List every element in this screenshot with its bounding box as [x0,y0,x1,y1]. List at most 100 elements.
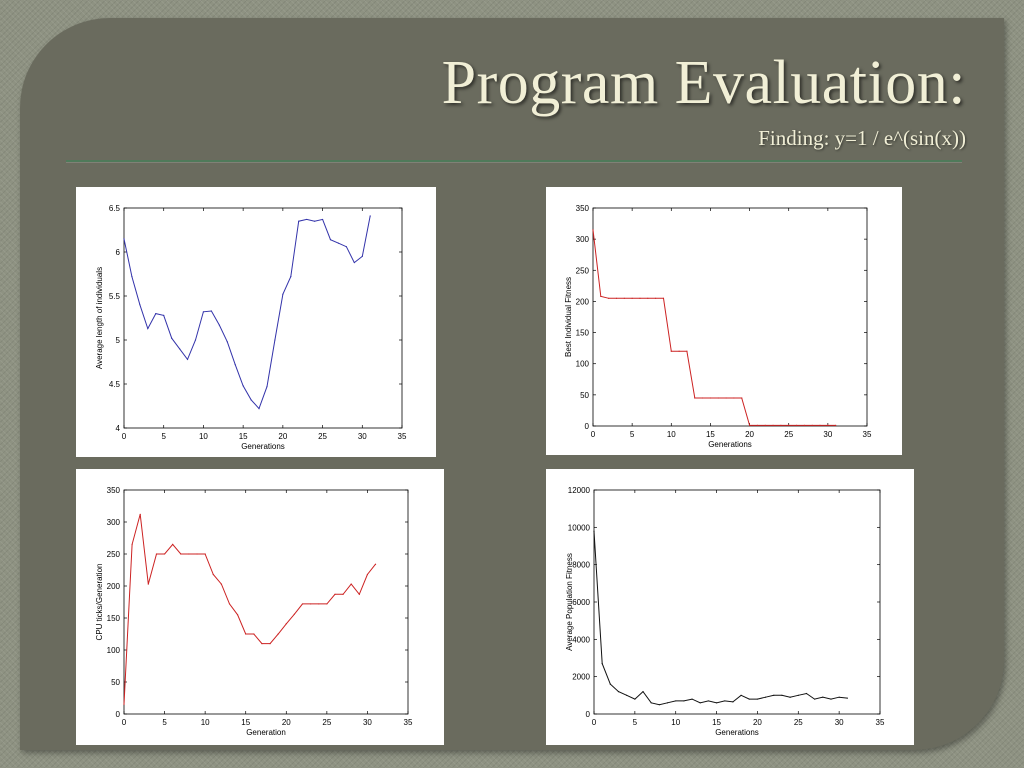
plot-frame [593,489,881,715]
y-tick-label: 4.5 [109,380,121,389]
data-point [310,603,312,605]
data-point [819,424,821,426]
x-axis-label: Generations [241,442,285,451]
y-tick-label: 50 [111,678,120,687]
data-point [301,603,304,605]
x-tick-label: 15 [239,432,248,441]
plot-frame [123,207,403,429]
data-point [266,386,268,388]
chart-avg-pop-fitness: 0 5 10 15 20 25 30 35 0 2000 4000 6000 8000 10000 1200… [565,486,885,737]
data-point [202,311,205,313]
data-point [773,694,775,696]
data-point [740,694,742,696]
data-point [326,603,328,605]
data-point [756,424,758,426]
series-line [123,514,376,705]
data-point [334,593,336,595]
series-line [593,531,848,706]
chart-panel-best-fitness: 0 5 10 15 20 25 30 35 0 50 100 150 200 250 300 350 Gener… [546,187,902,455]
data-point [592,229,594,231]
data-point [131,276,133,278]
x-tick-label: 15 [706,430,715,439]
data-point [342,593,344,595]
data-point [298,220,300,222]
chart-avg-length: 0 5 10 15 20 25 30 35 4 4.5 5 5.5 6 6.5 Generations Ave… [95,204,407,451]
y-tick-label: 6000 [572,598,590,607]
data-point [725,397,727,399]
y-tick-label: 8000 [572,561,590,570]
data-point [155,553,158,555]
data-point [242,385,244,387]
x-axis-label: Generations [708,440,752,449]
data-point [707,700,709,702]
data-point [765,696,767,698]
y-axis-label: CPU ticks/Generation [95,564,104,641]
data-point [789,696,791,698]
data-point [329,239,332,241]
data-point [686,350,688,352]
slide-subtitle: Finding: y=1 / e^(sin(x)) [758,126,966,150]
x-tick-label: 30 [358,432,367,441]
x-tick-label: 35 [863,430,872,439]
x-tick-label: 0 [591,430,596,439]
data-point [123,703,125,705]
data-point [805,692,808,695]
data-point [691,698,693,700]
data-point [179,348,181,350]
y-tick-label: 250 [107,550,121,559]
data-point [366,573,369,576]
data-point [733,397,735,399]
data-point [204,553,206,555]
data-point [131,543,133,545]
data-point [261,643,263,645]
data-point [764,424,766,426]
chart-panel-avg-pop-fitness: 0 5 10 15 20 25 30 35 0 2000 4000 6000 8000 10000 1200… [546,469,914,745]
data-point [678,350,680,352]
data-point [234,364,236,366]
data-point [803,424,805,426]
data-point [163,314,165,316]
y-tick-label: 0 [116,710,121,719]
x-tick-label: 25 [784,430,793,439]
data-point [814,698,816,700]
data-point [139,304,141,306]
data-point [277,633,279,635]
data-point [658,704,660,706]
data-point [186,358,189,360]
data-point [846,697,848,699]
slide-title: Program Evaluation: [441,49,966,117]
data-point [748,698,750,700]
data-point [797,694,799,696]
data-point [237,614,239,616]
x-tick-label: 0 [592,718,597,727]
x-tick-label: 30 [835,718,844,727]
data-point [717,397,719,399]
y-tick-label: 4000 [572,635,590,644]
data-point [772,424,774,426]
data-point [724,700,726,702]
x-tick-label: 25 [322,718,331,727]
x-tick-label: 5 [162,718,167,727]
data-point [361,255,363,257]
data-point [147,583,149,585]
data-point [780,424,782,426]
data-point [337,242,340,244]
data-point [306,218,308,221]
data-point [123,238,125,240]
data-point [709,397,712,399]
data-point [314,220,316,222]
data-point [212,573,214,576]
data-point [600,295,602,298]
y-tick-label: 2000 [572,673,590,682]
y-tick-label: 4 [116,424,121,433]
x-tick-label: 5 [633,718,638,727]
x-axis-label: Generation [246,728,286,737]
data-point [642,691,644,693]
series-line [592,229,836,426]
y-tick-label: 150 [107,614,121,623]
data-point [822,696,824,698]
data-point [655,297,657,299]
data-point [250,399,252,401]
data-point [358,593,360,595]
data-point [253,633,255,635]
